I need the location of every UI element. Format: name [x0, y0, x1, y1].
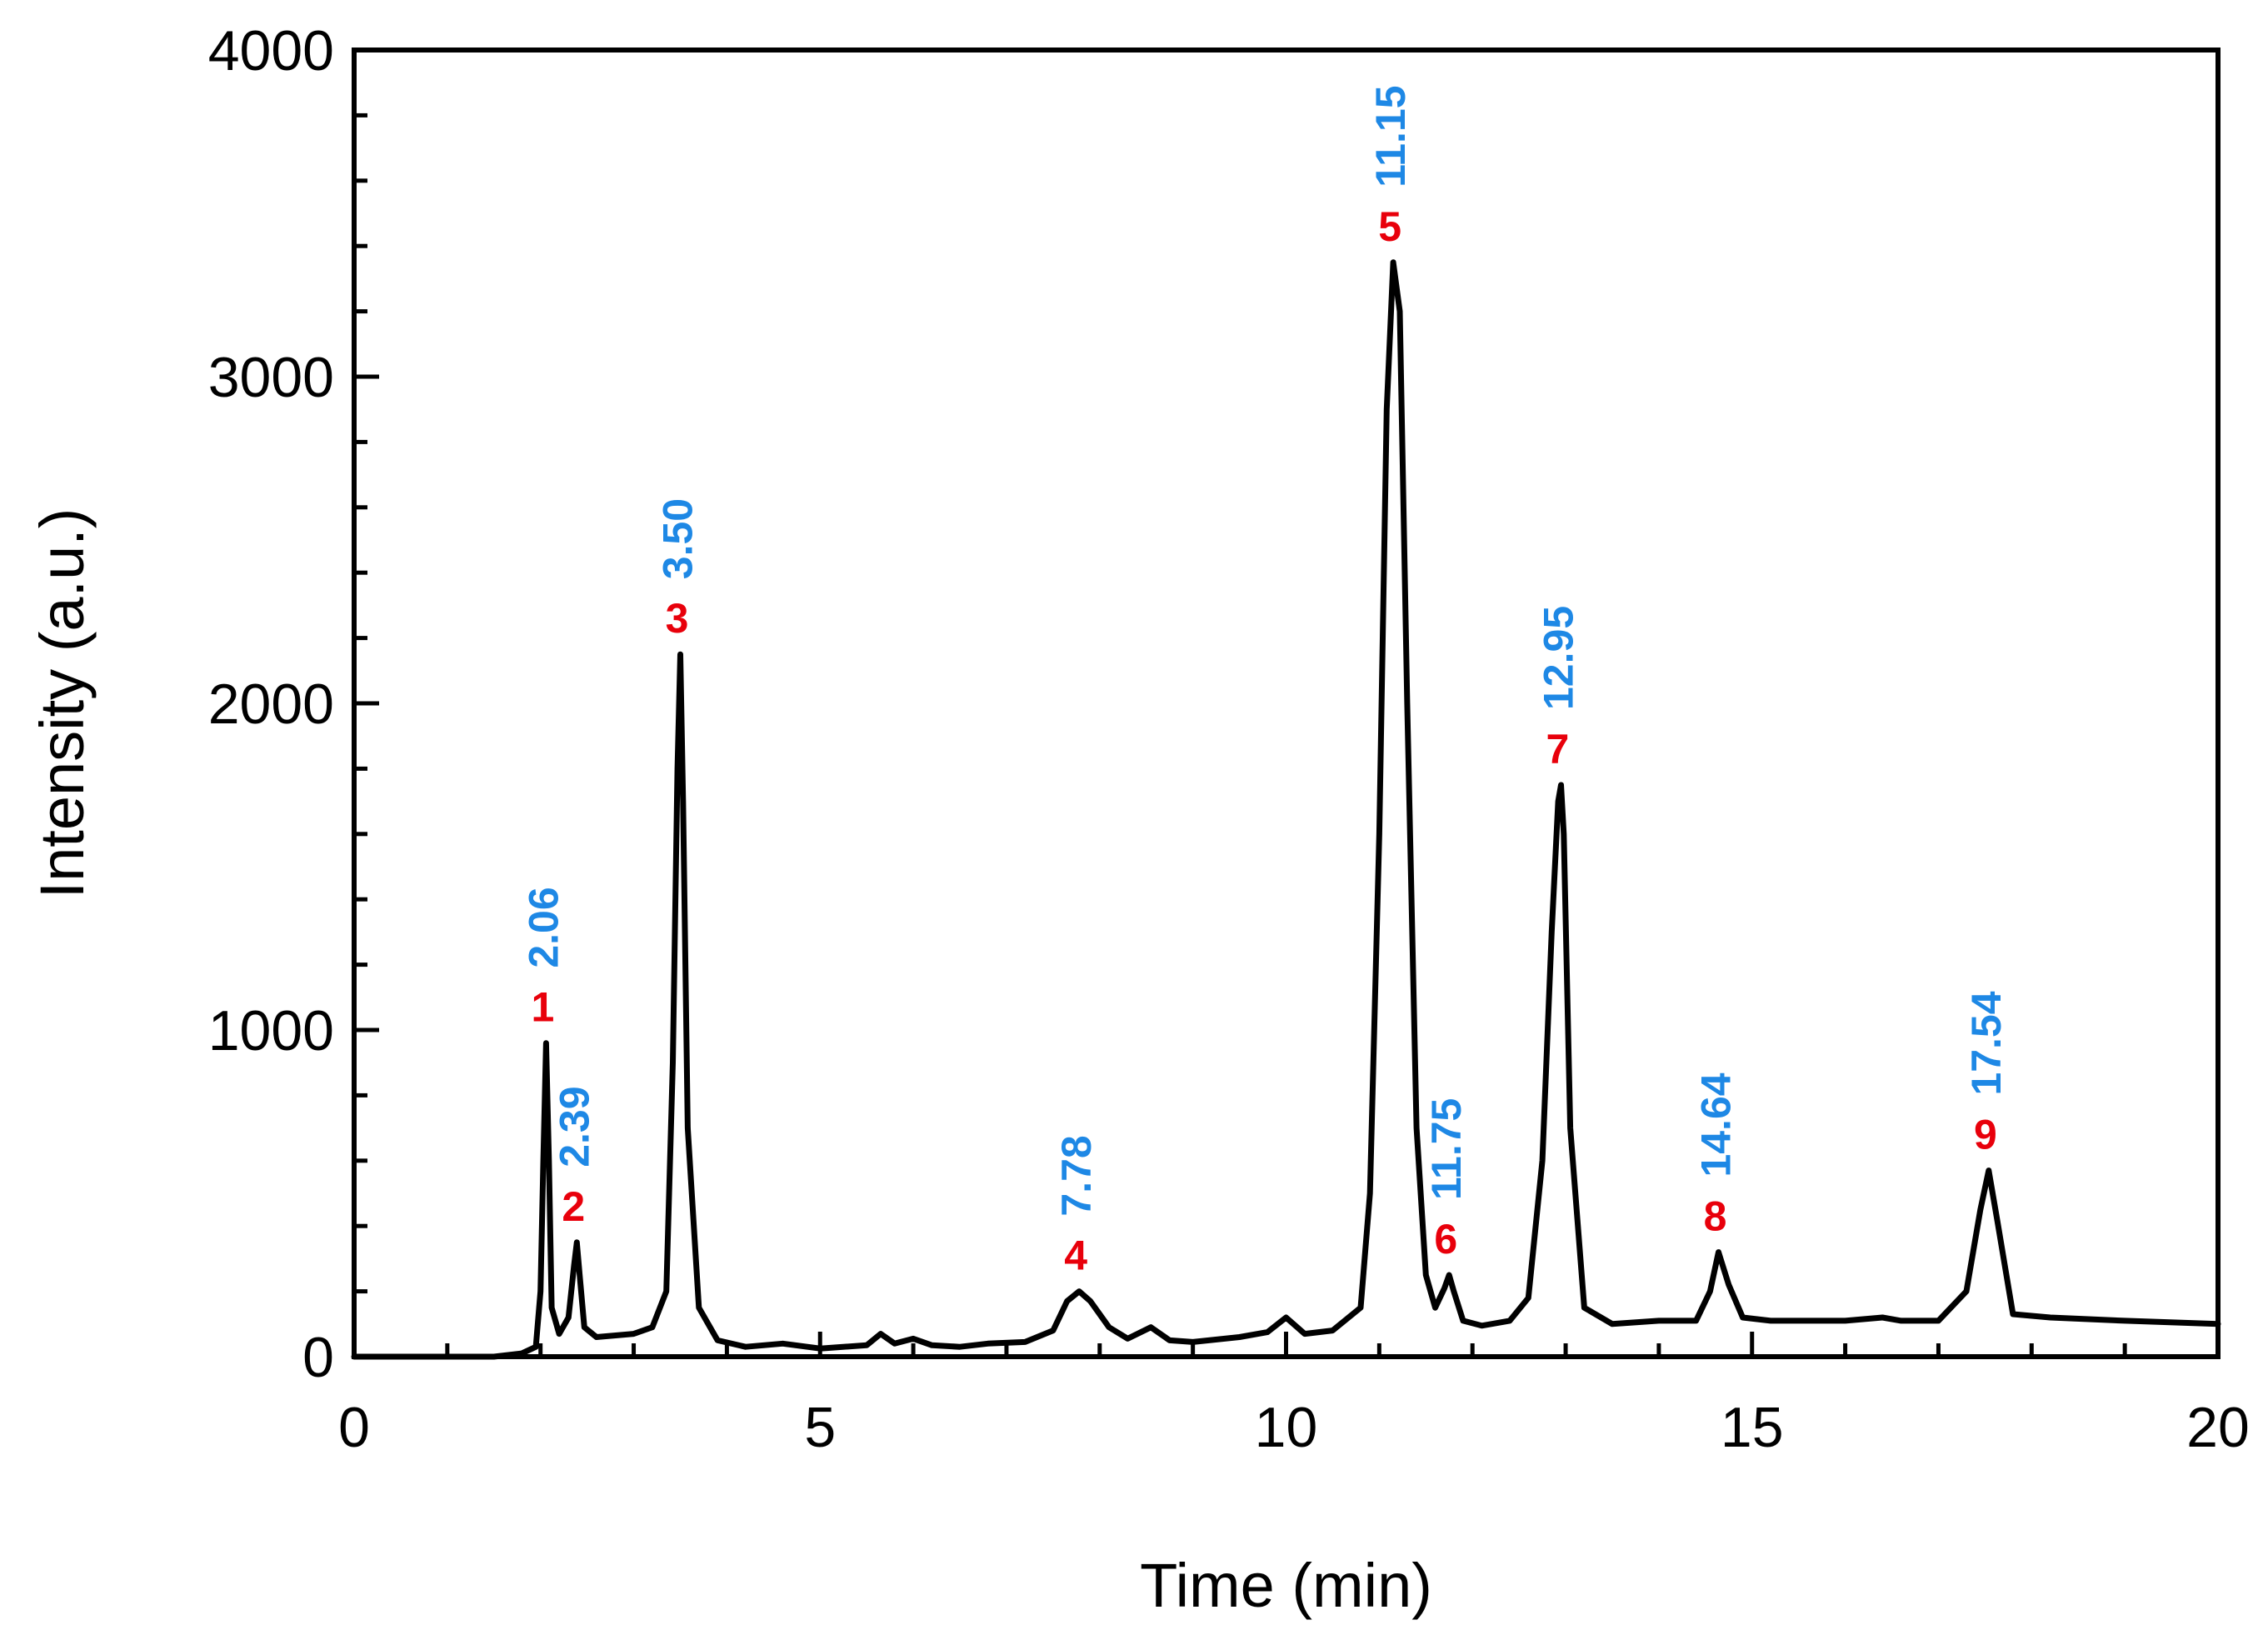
peak-retention-time-label: 11.75 — [1423, 1098, 1470, 1200]
y-tick-label: 4000 — [208, 19, 334, 82]
peak-number-label: 2 — [562, 1183, 585, 1230]
x-tick-label: 10 — [1255, 1396, 1318, 1459]
x-tick-label: 0 — [338, 1396, 370, 1459]
y-axis: 0 1000 2000 3000 4000 — [208, 19, 379, 1389]
peak-retention-time-label: 7.78 — [1053, 1135, 1100, 1216]
y-axis-title: Intensity (a.u.) — [27, 508, 97, 899]
x-axis: 0 5 10 15 20 — [338, 1332, 2250, 1459]
plot-frame — [352, 48, 2221, 1359]
peak-number-label: 3 — [666, 595, 689, 642]
peak-number-label: 5 — [1378, 203, 1401, 250]
x-tick-label: 5 — [804, 1396, 836, 1459]
x-axis-title: Time (min) — [1140, 1551, 1432, 1620]
peak-number-label: 6 — [1434, 1216, 1457, 1262]
plot-area — [351, 259, 2221, 1360]
y-tick-label: 0 — [302, 1326, 334, 1389]
peak-number-label: 7 — [1546, 726, 1570, 772]
peak-retention-time-label: 11.15 — [1367, 85, 1414, 187]
peak-retention-time-label: 3.50 — [654, 498, 701, 579]
peak-retention-time-label: 14.64 — [1692, 1072, 1739, 1177]
peak-retention-time-label: 17.54 — [1963, 991, 2010, 1095]
x-tick-label: 15 — [1721, 1396, 1784, 1459]
peak-number-label: 9 — [1974, 1112, 1997, 1158]
x-tick-label: 20 — [2186, 1396, 2250, 1459]
y-tick-label: 1000 — [208, 999, 334, 1062]
peak-annotations: 1 2.06 2 2.39 3 3.50 4 7.78 5 11.15 6 11.75 7 12.95 8 1… — [520, 85, 2009, 1278]
peak-retention-time-label: 12.95 — [1535, 606, 1581, 710]
chromatogram-line — [351, 259, 2221, 1360]
y-tick-label: 3000 — [208, 346, 334, 409]
peak-retention-time-label: 2.06 — [520, 887, 567, 968]
peak-number-label: 8 — [1704, 1193, 1727, 1240]
y-tick-label: 2000 — [208, 672, 334, 736]
peak-retention-time-label: 2.39 — [551, 1086, 597, 1167]
peak-number-label: 4 — [1064, 1232, 1087, 1279]
peak-number-label: 1 — [532, 984, 555, 1031]
